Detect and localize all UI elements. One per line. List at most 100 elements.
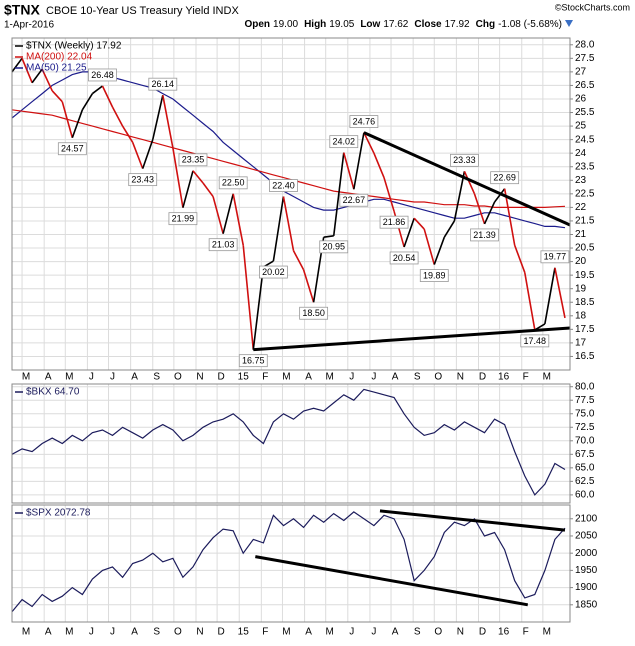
instrument-name: CBOE 10-Year US Treasury Yield INDX <box>46 5 239 17</box>
price-segment <box>232 193 245 246</box>
x-tick-label: A <box>45 372 52 383</box>
price-segment <box>373 152 385 178</box>
trend-line <box>255 555 529 607</box>
value-label-box <box>339 193 369 207</box>
y-tick-label: 1950 <box>575 565 598 576</box>
y-tick-label: 17 <box>575 338 587 349</box>
value-label-box <box>450 153 479 167</box>
price-segment <box>81 93 94 111</box>
trend-line <box>363 131 571 227</box>
x-tick-label: M <box>282 372 290 383</box>
price-segment <box>463 171 476 195</box>
price-segment <box>101 85 114 108</box>
price-segment <box>121 125 134 143</box>
y-tick-label: 2050 <box>575 531 598 542</box>
y-tick-label: 24 <box>575 148 587 159</box>
x-tick-label: M <box>65 627 73 638</box>
price-segment <box>51 90 63 103</box>
x-tick-label: S <box>153 627 160 638</box>
x-tick-label: D <box>479 372 486 383</box>
x-tick-label: M <box>326 372 334 383</box>
value-label: 23.33 <box>453 155 476 165</box>
value-label: 21.39 <box>473 230 496 240</box>
quote-value: 17.62 <box>383 19 408 30</box>
value-label: 21.86 <box>383 217 406 227</box>
x-tick-label: S <box>414 627 421 638</box>
x-tick-label: M <box>326 627 334 638</box>
panel-frame <box>11 37 571 371</box>
y-tick-label: 2100 <box>575 513 598 524</box>
value-label: 22.40 <box>272 180 295 190</box>
y-tick-label: 1850 <box>575 599 598 610</box>
y-tick-label: 18.5 <box>575 297 595 308</box>
price-segment <box>282 196 295 251</box>
panel-background <box>12 38 570 370</box>
value-label: 21.99 <box>172 214 195 224</box>
price-segment <box>131 142 144 169</box>
value-label-box <box>88 68 117 82</box>
x-tick-label: J <box>349 627 354 638</box>
quote-label: Open <box>244 19 270 30</box>
y-tick-label: 22.5 <box>575 188 595 199</box>
series-line <box>11 388 566 496</box>
y-tick-label: 25.5 <box>575 107 595 118</box>
quote-value: 19.00 <box>273 19 298 30</box>
x-tick-label: D <box>217 627 224 638</box>
x-tick-label: N <box>457 372 464 383</box>
y-tick-label: 23 <box>575 175 587 186</box>
y-tick-label: 26 <box>575 94 587 105</box>
value-label-box <box>329 135 359 149</box>
x-tick-label: O <box>434 627 442 638</box>
price-segment <box>483 201 496 225</box>
x-tick-label: J <box>371 627 376 638</box>
x-tick-label: N <box>196 372 203 383</box>
quote-value: -1.08 (-5.68%) <box>498 19 562 30</box>
y-tick-label: 16.5 <box>575 351 595 362</box>
y-tick-label: 1900 <box>575 582 598 593</box>
x-tick-label: J <box>89 627 94 638</box>
y-tick-label: 20 <box>575 256 587 267</box>
quote-label: Chg <box>476 19 495 30</box>
price-segment <box>41 68 53 92</box>
price-segment <box>363 132 375 154</box>
value-label-box <box>57 142 87 156</box>
quote-label: High <box>304 19 326 30</box>
value-label: 24.76 <box>353 116 376 126</box>
value-label-box <box>470 228 499 242</box>
trend-line <box>253 326 571 352</box>
price-segment <box>252 266 265 350</box>
series-line <box>11 109 566 208</box>
y-tick-label: 18 <box>575 310 587 321</box>
trend-line <box>379 509 566 532</box>
x-tick-label: O <box>174 372 182 383</box>
value-label: 23.35 <box>182 155 205 165</box>
legend-label: $SPX 2072.78 <box>26 508 91 519</box>
x-tick-label: 16 <box>498 627 510 638</box>
value-label-box <box>128 173 158 187</box>
value-label: 19.77 <box>544 252 567 262</box>
price-segment <box>353 132 365 190</box>
y-tick-label: 20.5 <box>575 243 595 254</box>
price-segment <box>423 228 436 265</box>
x-tick-label: D <box>217 372 224 383</box>
price-segment <box>272 196 285 262</box>
y-tick-label: 21 <box>575 229 587 240</box>
source: ©StockCharts.com <box>555 2 630 12</box>
x-tick-label: F <box>262 372 268 383</box>
y-tick-label: 23.5 <box>575 161 595 172</box>
y-tick-label: 22 <box>575 202 587 213</box>
x-tick-label: M <box>543 627 551 638</box>
price-segment <box>383 177 395 212</box>
price-segment <box>242 245 255 350</box>
x-tick-label: N <box>457 627 464 638</box>
value-label-box <box>389 251 419 265</box>
value-label-box <box>419 269 449 282</box>
x-tick-label: J <box>110 627 115 638</box>
value-label-box <box>540 250 570 264</box>
price-segment <box>302 269 315 303</box>
x-tick-label: F <box>262 627 268 638</box>
value-label-box <box>349 115 379 128</box>
price-segment <box>172 147 184 208</box>
x-tick-label: M <box>22 372 30 383</box>
